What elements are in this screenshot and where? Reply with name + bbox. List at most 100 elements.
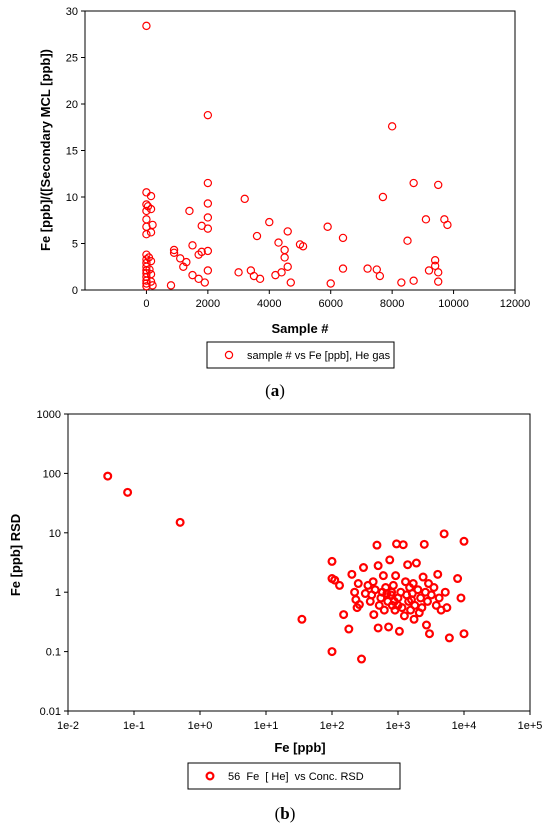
chart-b-point [369, 610, 379, 620]
chart-b-point [429, 582, 439, 592]
chart-b-point [344, 624, 354, 634]
chart-b-x-tick-label: 1e+2 [320, 720, 345, 732]
chart-a-x-tick-label: 10000 [438, 298, 469, 310]
chart-a-x-label: Sample # [271, 321, 329, 336]
chart-a-point [203, 199, 213, 208]
chart-b-point [419, 539, 429, 549]
chart-a-y-tick-label: 25 [66, 53, 78, 65]
chart-a-legend-text: sample # vs Fe [ppb], He gas [247, 350, 391, 362]
chart-a-ticks: 0 2000 4000 6000 8000 10000 12000 0 5 10 15 20 25 30 [66, 6, 531, 310]
chart-a-y-tick-label: 10 [66, 192, 78, 204]
chart-a-point [409, 276, 418, 285]
chart-b-x-tick-label: 1e+4 [452, 720, 477, 732]
chart-b-point [413, 585, 423, 595]
chart-b-point [403, 560, 413, 570]
chart-b-point [373, 561, 383, 571]
chart-a-point [146, 256, 156, 266]
chart-a-point [434, 268, 443, 277]
chart-b-point [373, 623, 383, 633]
chart-b-point [423, 596, 433, 606]
chart-a-points [142, 21, 452, 291]
chart-a-point [146, 277, 156, 286]
chart-b-y-tick-label: 1 [55, 587, 61, 599]
chart-b-x-tick-label: 1e+5 [518, 720, 543, 732]
chart-a-point [338, 264, 348, 273]
chart-a-point [166, 281, 176, 290]
chart-b-legend-text: 56 Fe [ He] vs Conc. RSD [228, 771, 364, 783]
chart-a-y-tick-label: 0 [72, 285, 78, 297]
chart-b-legend-box [187, 762, 401, 790]
chart-b-point [339, 610, 349, 620]
chart-a-point [148, 281, 157, 290]
chart-b-point [459, 536, 469, 546]
chart-b-point [384, 622, 394, 632]
chart-b-point [368, 577, 378, 587]
chart-a-point [280, 245, 289, 255]
chart-a-point [274, 238, 283, 247]
chart-a-legend-box [206, 341, 395, 369]
chart-b-point [426, 590, 436, 600]
chart-b-panel-label: (b) [275, 804, 296, 823]
chart-a-point [142, 206, 151, 216]
chart-b-point [358, 563, 368, 573]
chart-b-point [327, 556, 337, 566]
chart-a-point [298, 242, 308, 251]
chart-a-point [372, 265, 381, 274]
chart-b-point [421, 620, 431, 630]
chart-b-point [378, 571, 388, 581]
chart-a-point [142, 272, 151, 282]
chart-b-point [417, 603, 427, 613]
chart-b-point [439, 529, 449, 539]
chart-b-point [433, 569, 443, 579]
chart-a-point [176, 254, 185, 263]
chart-a-y-tick-label: 5 [72, 239, 78, 251]
chart-a-point [142, 215, 151, 224]
chart-a-point [434, 277, 443, 286]
chart-b-point [459, 629, 469, 639]
chart-a-point [142, 282, 151, 291]
chart-b-point [408, 579, 418, 589]
chart-b-point [350, 587, 360, 597]
chart-a-point [142, 229, 151, 239]
chart-a-point [146, 228, 156, 237]
chart-a-point [234, 268, 243, 277]
chart-b-y-tick-label: 1000 [37, 409, 61, 421]
chart-a-point [188, 270, 197, 280]
chart-a-point [265, 217, 274, 227]
chart-a-point [142, 250, 151, 259]
chart-b-point [456, 593, 466, 603]
chart-a-point [286, 278, 295, 287]
chart-a-y-tick-label: 30 [66, 6, 78, 18]
chart-b-point [424, 629, 434, 639]
chart-b-ticks: 1e-2 1e-1 1e+0 1e+1 1e+2 1e+3 1e+4 1e+5 1000 100 1… [37, 409, 543, 732]
chart-b-point [440, 587, 450, 597]
chart-a-point [145, 265, 154, 274]
chart-b-legend-marker [205, 771, 215, 781]
chart-a-point [443, 220, 452, 230]
chart-a-point [194, 274, 203, 284]
chart-a-point [188, 241, 197, 250]
chart-a-point [378, 192, 388, 202]
chart-a-point [403, 236, 412, 245]
chart-a-point [203, 110, 213, 120]
chart-b-x-label: Fe [ppb] [274, 740, 325, 755]
chart-b-point [379, 605, 389, 615]
chart-b-point [388, 580, 398, 590]
chart-a-point [185, 206, 194, 216]
chart-b-point [410, 600, 420, 610]
chart-b-y-tick-label: 0.1 [46, 647, 61, 659]
chart-a: Fe [ppb]/([Secondary MCL [ppb]) Sample #… [38, 6, 530, 400]
chart-b-point [409, 614, 419, 624]
chart-a-point [338, 233, 348, 243]
chart-b-y-tick-label: 10 [49, 528, 61, 540]
chart-b-y-tick-label: 0.01 [40, 706, 61, 718]
chart-b-point [327, 647, 337, 657]
chart-b-y-label: Fe [ppb] RSD [8, 514, 23, 596]
chart-a-point [146, 191, 156, 201]
chart-a-point [434, 180, 443, 190]
chart-a-point [142, 188, 151, 197]
chart-b-x-tick-label: 1e+1 [254, 720, 279, 732]
chart-a-point [169, 248, 179, 257]
chart-a-y-tick-label: 20 [66, 99, 78, 111]
chart-b-point [330, 575, 340, 585]
